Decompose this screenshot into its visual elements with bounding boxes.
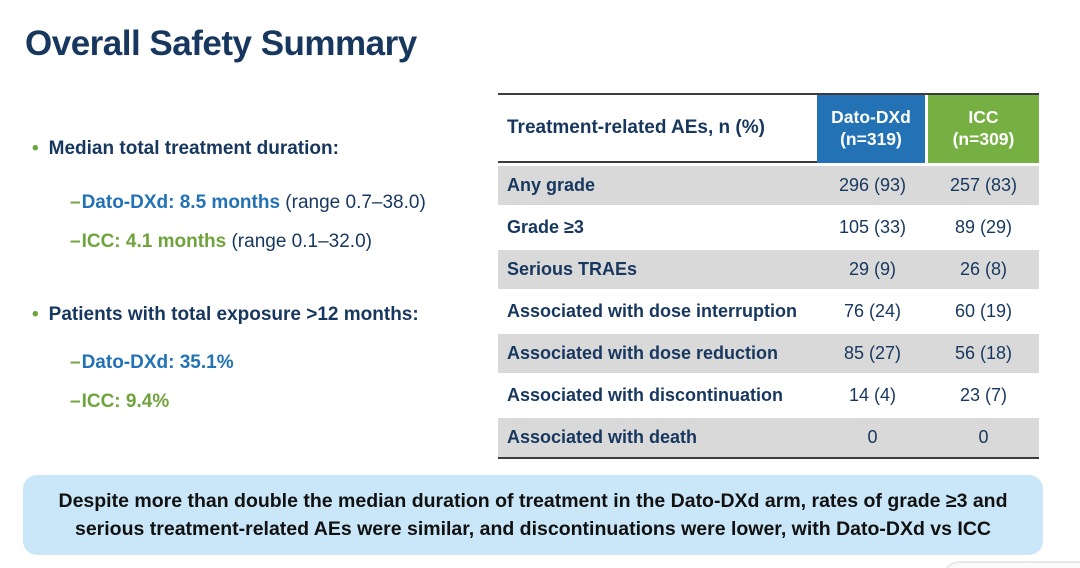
icc-value: 26 (8) bbox=[959, 259, 1008, 279]
dato-value: 29 (9) bbox=[848, 259, 897, 279]
row-label: Any grade bbox=[507, 175, 596, 195]
table-header-icc: ICC (n=309) bbox=[928, 95, 1039, 163]
dato-exposure-value: Dato-DXd: 35.1% bbox=[81, 352, 234, 373]
table-row: Associated with dose reduction 85 (27) 5… bbox=[498, 334, 1039, 373]
conclusion-banner: Despite more than double the median dura… bbox=[23, 475, 1043, 555]
conclusion-text: Despite more than double the median dura… bbox=[58, 489, 1008, 540]
treatment-related-ae-table: Treatment-related AEs, n (%) Dato-DXd (n… bbox=[498, 93, 1039, 459]
icc-value: 89 (29) bbox=[954, 217, 1013, 237]
icc-exposure-value: ICC: 9.4% bbox=[81, 391, 170, 412]
row-label: Associated with dose interruption bbox=[507, 301, 798, 321]
icc-arm-n: (n=309) bbox=[952, 129, 1015, 149]
dato-duration-value: Dato-DXd: 8.5 months bbox=[81, 192, 281, 213]
bullet-label: Patients with total exposure >12 months: bbox=[48, 304, 419, 325]
partial-next-card bbox=[942, 561, 1080, 568]
icc-value: 23 (7) bbox=[959, 385, 1008, 405]
dato-arm-name: Dato-DXd bbox=[831, 107, 911, 128]
table-row: Associated with dose interruption 76 (24… bbox=[498, 292, 1039, 331]
icc-value: 56 (18) bbox=[954, 343, 1013, 363]
icc-arm-name: ICC bbox=[968, 107, 999, 128]
dato-arm-n: (n=319) bbox=[840, 129, 902, 149]
table-top-border bbox=[498, 93, 1039, 95]
dato-value: 0 bbox=[867, 427, 878, 447]
sub-item-icc-exposure: –ICC: 9.4% bbox=[70, 391, 510, 413]
dato-value: 76 (24) bbox=[843, 301, 902, 321]
page-title: Overall Safety Summary bbox=[25, 24, 417, 63]
table-header-row: Treatment-related AEs, n (%) Dato-DXd (n… bbox=[498, 95, 1039, 163]
table-header-dato-dxd: Dato-DXd (n=319) bbox=[817, 95, 925, 163]
table-row: Serious TRAEs 29 (9) 26 (8) bbox=[498, 250, 1039, 289]
table-header-label: Treatment-related AEs, n (%) bbox=[498, 95, 817, 163]
bullet-exposure: • Patients with total exposure >12 month… bbox=[32, 304, 502, 326]
bullet-dot-icon: • bbox=[32, 304, 39, 325]
dash-icon: – bbox=[70, 192, 81, 213]
row-label: Grade ≥3 bbox=[507, 217, 584, 237]
sub-item-dato-exposure: –Dato-DXd: 35.1% bbox=[70, 352, 510, 374]
dash-icon: – bbox=[70, 391, 81, 412]
table-row: Any grade 296 (93) 257 (83) bbox=[498, 166, 1039, 205]
dash-icon: – bbox=[70, 231, 81, 252]
icc-value: 60 (19) bbox=[954, 301, 1013, 321]
bullet-label: Median total treatment duration: bbox=[48, 138, 339, 159]
dash-icon: – bbox=[70, 352, 81, 373]
table-body: Any grade 296 (93) 257 (83) Grade ≥3 105… bbox=[498, 166, 1039, 457]
dato-value: 85 (27) bbox=[843, 343, 902, 363]
table-row: Associated with death 0 0 bbox=[498, 418, 1039, 457]
table-row: Associated with discontinuation 14 (4) 2… bbox=[498, 376, 1039, 415]
table-bottom-border bbox=[498, 457, 1039, 459]
row-label: Associated with death bbox=[507, 427, 698, 447]
dato-value: 296 (93) bbox=[838, 175, 907, 195]
table-row: Grade ≥3 105 (33) 89 (29) bbox=[498, 208, 1039, 247]
row-label: Serious TRAEs bbox=[507, 259, 638, 279]
icc-duration-value: ICC: 4.1 months bbox=[81, 231, 227, 252]
dato-value: 14 (4) bbox=[848, 385, 897, 405]
icc-duration-range: (range 0.1–32.0) bbox=[226, 231, 372, 252]
row-label: Associated with dose reduction bbox=[507, 343, 779, 363]
bullet-dot-icon: • bbox=[32, 138, 39, 159]
dato-value: 105 (33) bbox=[838, 217, 907, 237]
sub-item-icc-duration: –ICC: 4.1 months (range 0.1–32.0) bbox=[70, 231, 510, 253]
dato-duration-range: (range 0.7–38.0) bbox=[280, 192, 426, 213]
icc-value: 0 bbox=[978, 427, 989, 447]
row-label: Associated with discontinuation bbox=[507, 385, 784, 405]
icc-value: 257 (83) bbox=[949, 175, 1018, 195]
sub-item-dato-duration: –Dato-DXd: 8.5 months (range 0.7–38.0) bbox=[70, 192, 510, 214]
bullet-median-duration: • Median total treatment duration: bbox=[32, 138, 502, 160]
